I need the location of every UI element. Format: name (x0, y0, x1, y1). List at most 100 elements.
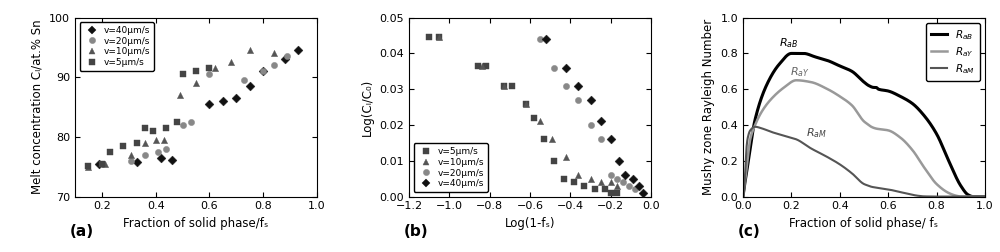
$R_{aY}$ (840, 99, 852, 102)
Point (496, 84, 512, 88)
Point (137, 153, 153, 157)
Point (266, 51, 282, 55)
Text: $R_{aM}$: $R_{aM}$ (806, 126, 827, 140)
Point (164, 158, 180, 162)
Point (431, 35, 447, 39)
Point (266, 63, 282, 67)
Point (496, 84, 512, 88)
Point (201, 102, 217, 106)
Point (583, 177, 599, 181)
Point (635, 191, 651, 195)
Y-axis label: Log(Cₗ/C₀): Log(Cₗ/C₀) (361, 78, 374, 136)
Point (603, 137, 619, 141)
X-axis label: Log(1-fₛ): Log(1-fₛ) (505, 217, 555, 230)
Point (175, 123, 191, 127)
$R_{aY}$ (790, 79, 802, 82)
Point (137, 141, 153, 145)
$R_{aB}$ (737, 195, 749, 198)
Point (421, 35, 437, 39)
Point (603, 191, 619, 195)
$R_{aM}$ (779, 135, 791, 138)
Point (123, 153, 139, 157)
Point (478, 64, 494, 68)
Point (129, 141, 145, 145)
Point (91, 162, 107, 166)
Point (183, 120, 199, 124)
X-axis label: Fraction of solid phase/ fₛ: Fraction of solid phase/ fₛ (789, 217, 938, 230)
Point (115, 144, 131, 148)
Point (215, 99, 231, 103)
Point (169, 120, 185, 124)
Point (544, 137, 560, 141)
$R_{aM}$ (749, 125, 761, 128)
Point (609, 191, 625, 195)
Legend: v=5μm/s, v=10μm/s, v=20μm/s, v=40μm/s: v=5μm/s, v=10μm/s, v=20μm/s, v=40μm/s (414, 143, 488, 192)
Point (223, 60, 239, 65)
$R_{aB}$ (779, 56, 791, 59)
X-axis label: Fraction of solid phase/fₛ: Fraction of solid phase/fₛ (123, 217, 269, 230)
Point (158, 147, 174, 151)
Point (570, 173, 586, 177)
Point (518, 102, 534, 106)
$R_{aB}$ (979, 195, 991, 198)
Point (201, 66, 217, 70)
Legend: v=40μm/s, v=20μm/s, v=10μm/s, v=5μm/s: v=40μm/s, v=20μm/s, v=10μm/s, v=5μm/s (80, 22, 154, 71)
Point (80, 165, 96, 169)
Point (609, 177, 625, 181)
Point (609, 184, 625, 188)
$R_{aM}$ (974, 195, 986, 198)
$R_{aB}$ (785, 52, 797, 55)
Point (570, 84, 586, 88)
$R_{aB}$ (948, 172, 960, 175)
$R_{aB}$ (830, 62, 842, 66)
$R_{aY}$ (974, 195, 986, 198)
Point (566, 180, 582, 184)
Point (188, 81, 204, 85)
Point (97, 162, 113, 166)
Text: (b): (b) (404, 224, 429, 239)
Point (242, 84, 258, 88)
Point (158, 126, 174, 130)
$R_{aM}$ (737, 195, 749, 198)
Point (615, 180, 631, 184)
Point (627, 187, 643, 192)
Point (188, 69, 204, 73)
$R_{aB}$ (840, 67, 852, 70)
Point (532, 37, 548, 41)
Point (102, 150, 118, 154)
Point (94, 162, 110, 166)
Point (201, 72, 217, 76)
$R_{aY}$ (948, 194, 960, 197)
Point (603, 173, 619, 177)
Point (621, 184, 637, 188)
Y-axis label: Melt concentration Cₗ/at.% Sn: Melt concentration Cₗ/at.% Sn (31, 20, 44, 194)
Point (518, 102, 534, 106)
Point (631, 184, 647, 188)
Text: (a): (a) (70, 224, 94, 239)
Point (290, 48, 306, 52)
$R_{aB}$ (974, 195, 986, 198)
$R_{aY}$ (830, 92, 842, 95)
Point (255, 69, 271, 73)
Text: (c): (c) (738, 224, 761, 239)
Point (625, 177, 641, 181)
Line: $R_{aM}$: $R_{aM}$ (743, 127, 985, 197)
Point (94, 162, 110, 166)
Point (277, 57, 293, 61)
Point (583, 98, 599, 102)
Point (156, 138, 172, 142)
Point (546, 159, 562, 163)
Point (593, 119, 609, 123)
Point (556, 177, 572, 181)
Point (148, 138, 164, 142)
$R_{aY}$ (979, 195, 991, 198)
$R_{aY}$ (737, 195, 749, 198)
Point (593, 180, 609, 184)
Point (532, 119, 548, 123)
Point (617, 173, 633, 177)
Point (570, 98, 586, 102)
$R_{aY}$ (765, 98, 777, 101)
Point (129, 160, 145, 164)
$R_{aB}$ (765, 76, 777, 79)
Point (242, 48, 258, 52)
